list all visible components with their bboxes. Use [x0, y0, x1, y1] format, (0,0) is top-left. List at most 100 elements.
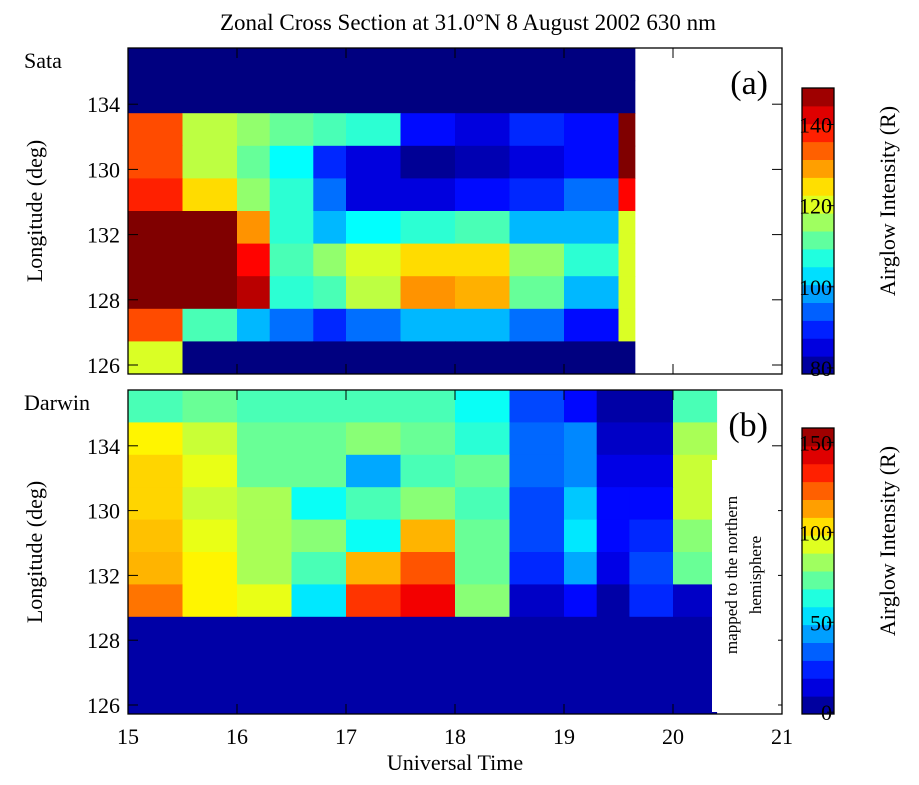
- heatmap-cell: [400, 390, 456, 423]
- heatmap-cell: [237, 308, 271, 342]
- panel-label: (b): [728, 407, 768, 444]
- heatmap-cell: [237, 681, 292, 715]
- heatmap-cell: [629, 519, 674, 553]
- heatmap-cell: [313, 145, 347, 179]
- heatmap-cell: [269, 308, 314, 342]
- heatmap-cell: [673, 681, 718, 715]
- heatmap-cell: [400, 341, 456, 375]
- colorbar-step: [802, 123, 834, 143]
- heatmap-cell: [346, 584, 401, 618]
- heatmap-cell: [509, 48, 565, 82]
- heatmap-cell: [509, 178, 565, 212]
- heatmap-cell: [346, 48, 401, 82]
- y-tick-label: 130: [87, 499, 120, 524]
- colorbar-step: [802, 571, 834, 590]
- heatmap-cell: [182, 80, 238, 114]
- colorbar-label: Airglow Intensity (R): [875, 106, 900, 296]
- heatmap-cell: [313, 80, 347, 114]
- colorbar-step: [802, 678, 834, 697]
- heatmap-cell: [182, 584, 238, 618]
- heatmap-cell: [618, 243, 636, 277]
- heatmap-cell: [291, 616, 347, 650]
- heatmap-cell: [182, 178, 238, 212]
- heatmap-cell: [182, 454, 238, 488]
- heatmap-cell: [618, 48, 636, 82]
- colorbar-tick-label: 100: [799, 520, 832, 545]
- heatmap-cell: [509, 681, 565, 715]
- heatmap-cell: [182, 616, 238, 650]
- heatmap-cell: [673, 487, 718, 521]
- heatmap-cell: [618, 341, 636, 375]
- heatmap-cell: [237, 80, 271, 114]
- heatmap-cell: [346, 80, 401, 114]
- heatmap-cell: [509, 487, 565, 521]
- colorbar-step: [802, 660, 834, 679]
- heatmap-cell: [291, 390, 347, 423]
- heatmap-cell: [596, 584, 630, 618]
- y-tick-label: 132: [87, 563, 120, 588]
- colorbar-frame: [801, 87, 835, 375]
- heatmap-cell: [455, 243, 510, 277]
- colorbar-step: [802, 177, 834, 196]
- heatmap-cell: [346, 681, 401, 715]
- heatmap-cell: [269, 341, 314, 375]
- heatmap-cell: [564, 454, 598, 488]
- x-tick-label: 21: [771, 724, 793, 749]
- heatmap-cell: [128, 243, 183, 277]
- heatmap-cell: [673, 649, 718, 683]
- chart-title: Zonal Cross Section at 31.0°N 8 August 2…: [220, 10, 716, 35]
- x-tick-label: 15: [117, 724, 139, 749]
- colorbar-step: [802, 338, 834, 357]
- heatmap-cell: [313, 113, 347, 147]
- heatmap-cell: [455, 113, 510, 147]
- heatmap-cell: [509, 616, 565, 650]
- x-axis-label: Universal Time: [387, 750, 523, 775]
- heatmap-cell: [291, 552, 347, 585]
- panel-label: (a): [730, 65, 768, 102]
- heatmap-cell: [128, 211, 183, 245]
- y-tick-label: 134: [87, 92, 120, 117]
- heatmap-cell: [269, 80, 314, 114]
- colorbar-step: [802, 284, 834, 303]
- colorbar-step: [802, 88, 834, 107]
- heatmap-cell: [564, 276, 619, 310]
- heatmap-cell: [128, 552, 183, 585]
- heatmap-cell: [182, 552, 238, 585]
- heatmap-cell: [291, 649, 347, 683]
- heatmap-cell: [400, 681, 456, 715]
- heatmap-cell: [269, 48, 314, 82]
- colorbar-frame: [801, 427, 835, 715]
- heatmap-cell: [629, 681, 674, 715]
- heatmap-cell: [564, 487, 598, 521]
- colorbar-tick-label: 80: [810, 356, 832, 381]
- heatmap-cell: [269, 211, 314, 245]
- heatmap-cell: [346, 178, 401, 212]
- heatmap-cell: [564, 48, 619, 82]
- heatmap-cell: [182, 519, 238, 553]
- heatmap-cell: [291, 454, 347, 488]
- heatmap-cell: [128, 80, 183, 114]
- heatmap-cell: [269, 145, 314, 179]
- y-axis-label: Longitude (deg): [22, 481, 47, 623]
- colorbar-step: [802, 624, 834, 643]
- heatmap-cell: [182, 113, 238, 147]
- heatmap-cell: [237, 454, 292, 488]
- heatmap-cell: [564, 552, 598, 585]
- heatmap-cell: [237, 341, 271, 375]
- x-tick-label: 20: [662, 724, 684, 749]
- heatmap-cell: [400, 487, 456, 521]
- heatmap-cell: [564, 211, 619, 245]
- heatmap-cell: [346, 519, 401, 553]
- heatmap-cell: [618, 80, 636, 114]
- heatmap-cell: [455, 552, 510, 585]
- colorbar-step: [802, 499, 834, 518]
- heatmap-cell: [596, 454, 630, 488]
- heatmap-cell: [269, 276, 314, 310]
- x-tick-label: 18: [444, 724, 466, 749]
- heatmap-cell: [313, 308, 347, 342]
- heatmap-cell: [128, 422, 183, 456]
- heatmap-cell: [128, 308, 183, 342]
- note: mapped to the northern: [722, 495, 741, 654]
- y-tick-label: 126: [87, 693, 120, 718]
